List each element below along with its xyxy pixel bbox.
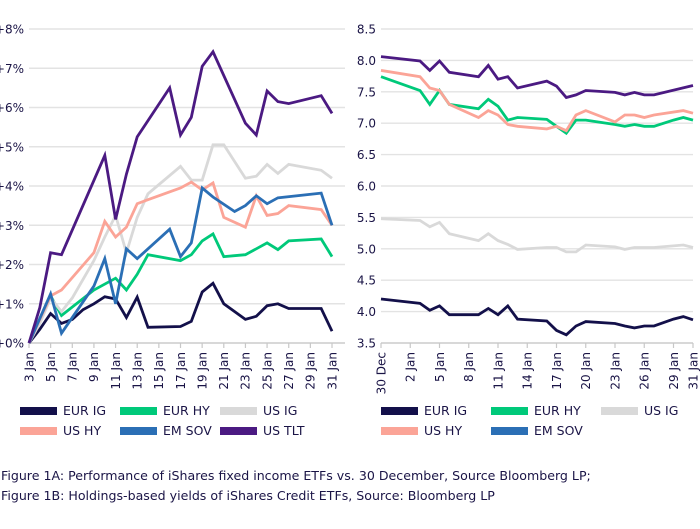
legend-label: EUR HY (534, 403, 581, 418)
series-line-eur-ig (380, 297, 694, 337)
y-tick-label: 4.5 (357, 274, 376, 288)
legend-label: EUR IG (63, 403, 107, 418)
legend-item-us-tlt: US TLT (220, 423, 305, 438)
legend-label: US HY (63, 423, 102, 438)
x-tick-label: 29 Jan (667, 352, 681, 390)
legend-item-eur-ig: EUR IG (381, 403, 467, 418)
y-tick-label: +6% (0, 101, 24, 115)
legend-label: EUR HY (163, 403, 210, 418)
legend-label: US IG (644, 403, 679, 418)
legend-label: US TLT (263, 423, 305, 438)
y-tick-label: 6.5 (357, 148, 376, 162)
x-tick-label: 27 Jan (282, 352, 296, 390)
series-line-us-hy (380, 69, 694, 133)
x-tick-label: 14 Jan (521, 352, 535, 390)
x-tick-label: 29 Jan (304, 352, 318, 390)
y-tick-label: 5.5 (357, 211, 376, 225)
x-tick-label: 23 Jan (239, 352, 253, 390)
x-tick-label: 8 Jan (462, 352, 476, 382)
x-tick-label: 15 Jan (152, 352, 166, 390)
caption-fig1a: Figure 1A: Performance of iShares fixed … (1, 468, 591, 483)
legend-fig1b: EUR IG EUR HY US IG US HY EM SOV (381, 403, 678, 438)
x-tick-label: 30 Dec (374, 352, 388, 394)
y-tick-label: +2% (0, 258, 24, 272)
y-tick-label: 5.0 (357, 242, 376, 256)
legend-label: EM SOV (163, 423, 212, 438)
y-tick-label: 8.0 (357, 54, 376, 68)
x-tick-label: 31 Jan (686, 352, 700, 390)
legend-label: US IG (263, 403, 298, 418)
series-line-eur-hy (27, 231, 334, 344)
y-tick-label: +8% (0, 23, 24, 37)
caption-fig1b: Figure 1B: Holdings-based yields of iSha… (1, 488, 495, 503)
chart-fig1a: +0% +1% +2% +3% +4% +5% +6% +7% +8% 3 Jan 5 Jan 7 J… (0, 23, 345, 390)
series-line-us-tlt (27, 49, 334, 344)
y-tick-label: +0% (0, 337, 24, 351)
y-tick-label: 8.5 (357, 23, 376, 37)
legend-swatch (381, 406, 418, 415)
legend-label: EUR IG (424, 403, 468, 418)
y-tick-label: +7% (0, 62, 24, 76)
legend-swatch (120, 426, 157, 435)
y-tick-label: +3% (0, 219, 24, 233)
legend-swatch (601, 406, 638, 415)
legend-item-us-hy: US HY (381, 423, 462, 438)
legend-swatch (20, 406, 57, 415)
legend-label: US HY (424, 423, 463, 438)
legend-item-em-sov: EM SOV (491, 423, 583, 438)
legend-item-us-ig: US IG (601, 403, 678, 418)
legend-item-eur-hy: EUR HY (491, 403, 581, 418)
legend-swatch (220, 426, 257, 435)
x-tick-label: 19 Jan (195, 352, 209, 390)
legend-swatch (20, 426, 57, 435)
y-tick-label: 6.0 (357, 180, 376, 194)
x-tick-label: 17 Jan (550, 352, 564, 390)
x-tick-label: 11 Jan (109, 352, 123, 390)
y-tick-label: +5% (0, 140, 24, 154)
legend-item-em-sov: EM SOV (120, 423, 212, 438)
x-tick-label: 26 Jan (638, 352, 652, 390)
x-tick-label: 2 Jan (404, 352, 418, 382)
x-tick-label: 5 Jan (433, 352, 447, 382)
series-line-em-sov (27, 185, 334, 344)
y-tick-label: 7.0 (357, 117, 376, 131)
legend-label: EM SOV (534, 423, 583, 438)
x-tick-label: 17 Jan (174, 352, 188, 390)
series-line-us-ig (27, 143, 333, 344)
x-tick-label: 9 Jan (87, 352, 101, 382)
x-tick-label: 20 Jan (579, 352, 593, 390)
legend-item-us-hy: US HY (20, 423, 101, 438)
x-tick-label: 23 Jan (608, 352, 622, 390)
x-tick-label: 21 Jan (217, 352, 231, 390)
charts-canvas: +0% +1% +2% +3% +4% +5% +6% +7% +8% 3 Jan 5 Jan 7 J… (0, 23, 700, 395)
series-line-us-tlt (380, 55, 694, 100)
y-tick-label: 3.5 (357, 337, 376, 351)
legend-fig1a: EUR IG EUR HY US IG US HY EM SOV US TLT (0, 0, 340, 450)
x-tick-label: 31 Jan (325, 352, 339, 390)
x-tick-label: 11 Jan (491, 352, 505, 390)
x-tick-label: 5 Jan (44, 352, 58, 382)
legend-item-eur-ig: EUR IG (20, 403, 106, 418)
x-tick-label: 3 Jan (22, 352, 36, 382)
y-tick-label: +1% (0, 297, 24, 311)
series-line-us-ig (380, 217, 694, 254)
x-tick-label: 13 Jan (131, 352, 145, 390)
legend-swatch (491, 426, 528, 435)
legend-item-us-ig: US IG (220, 403, 297, 418)
x-tick-label: 25 Jan (260, 352, 274, 390)
y-tick-label: 7.5 (357, 85, 376, 99)
x-tick-label: 7 Jan (66, 352, 80, 382)
series-line-us-hy (27, 180, 334, 344)
legend-item-eur-hy: EUR HY (120, 403, 210, 418)
legend-swatch (381, 426, 418, 435)
y-tick-label: +4% (0, 180, 24, 194)
legend-swatch (120, 406, 157, 415)
legend-swatch (220, 406, 257, 415)
chart-fig1b: 3.5 4.0 4.5 5.0 5.5 6.0 6.5 7.0 7.5 8.0 8.5 30 Dec 2… (357, 23, 700, 395)
y-tick-label: 4.0 (357, 305, 376, 319)
legend-swatch (491, 406, 528, 415)
